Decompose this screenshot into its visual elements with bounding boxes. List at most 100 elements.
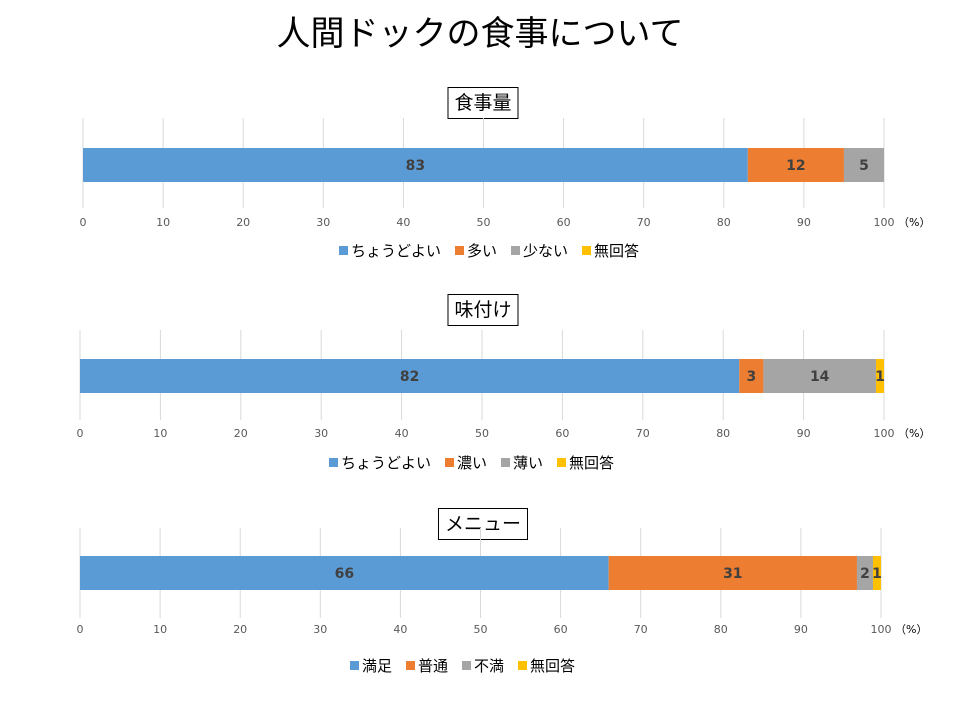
bar-segment-menu-2 [856, 556, 873, 590]
tick-label: 80 [716, 427, 730, 440]
tick-label: 30 [316, 216, 330, 229]
data-label: 1 [872, 566, 882, 582]
legend-meal-amount: ちょうどよい 多い 少ない 無回答 [339, 240, 639, 261]
tick-label: 10 [153, 623, 167, 636]
legend-swatch [462, 661, 472, 670]
bar-segment-seasoning-0 [80, 359, 740, 393]
legend-item: 無回答 [557, 452, 614, 473]
tick-label: 0 [77, 623, 84, 636]
legend-item: ちょうどよい [329, 452, 431, 473]
bar-segment-menu-0 [80, 556, 609, 590]
legend-item: 無回答 [582, 240, 639, 261]
data-label: 3 [746, 369, 756, 385]
bar-segment-menu-1 [608, 556, 857, 590]
tick-label: 10 [153, 427, 167, 440]
tick-label: 70 [636, 427, 650, 440]
main-title: 人間ドックの食事について [276, 14, 684, 54]
legend-item: 不満 [462, 655, 504, 676]
tick-label: 80 [714, 623, 728, 636]
legend-menu: 満足 普通 不満 無回答 [350, 655, 575, 676]
tick-label: 30 [314, 427, 328, 440]
legend-swatch [518, 661, 528, 670]
legend-label: 薄い [513, 454, 544, 472]
tick-label: 100 [874, 427, 895, 440]
data-label: 66 [335, 566, 354, 582]
legend-label: 無回答 [594, 242, 640, 260]
bar-segment-menu-3 [872, 556, 881, 590]
tick-label: 60 [554, 623, 568, 636]
legend-label: ちょうどよい [341, 454, 432, 472]
legend-swatch [406, 661, 416, 670]
legend-label: 多い [467, 242, 498, 260]
legend-item: 普通 [406, 655, 448, 676]
tick-label: 10 [156, 216, 170, 229]
axis-unit-label: （%） [895, 623, 927, 636]
bar-segment-meal-amount-1 [747, 148, 844, 182]
legend-label: ちょうどよい [351, 242, 442, 260]
chart-seasoning: 0 10 20 30 40 50 60 70 80 90 100 （%） 82 3 14 1 [77, 330, 930, 440]
tick-label: 100 [874, 216, 895, 229]
legend-item: 薄い [501, 452, 543, 473]
chart-title-meal-amount: 食事量 [447, 87, 519, 119]
data-label: 31 [723, 566, 742, 582]
legend-swatch [511, 246, 521, 255]
data-label: 1 [875, 369, 885, 385]
tick-label: 40 [393, 623, 407, 636]
chart-menu: 0 10 20 30 40 50 60 70 80 90 100 （%） 66 31 2 1 [77, 528, 927, 636]
legend-item: 満足 [350, 655, 392, 676]
data-label: 5 [859, 158, 869, 174]
axis-unit-label: （%） [898, 216, 930, 229]
legend-item: 少ない [511, 240, 568, 261]
tick-label: 80 [717, 216, 731, 229]
legend-label: 満足 [362, 657, 393, 675]
chart-title-seasoning: 味付け [447, 294, 519, 326]
data-label: 82 [400, 369, 419, 385]
data-label: 83 [406, 158, 425, 174]
bar-segment-meal-amount-0 [83, 148, 748, 182]
bar-segment-seasoning-3 [875, 359, 884, 393]
chart-title-menu: メニュー [437, 508, 529, 540]
tick-label: 0 [80, 216, 87, 229]
tick-label: 40 [396, 216, 410, 229]
tick-label: 20 [234, 427, 248, 440]
data-label: 2 [860, 566, 870, 582]
legend-item: 無回答 [518, 655, 575, 676]
legend-item: 濃い [445, 452, 487, 473]
legend-label: 普通 [418, 657, 449, 675]
data-label: 12 [786, 158, 805, 174]
tick-label: 0 [77, 427, 84, 440]
bar-segment-meal-amount-2 [843, 148, 884, 182]
legend-label: 少ない [523, 242, 569, 260]
tick-label: 100 [871, 623, 892, 636]
legend-label: 濃い [457, 454, 488, 472]
tick-label: 60 [555, 427, 569, 440]
chart-meal-amount: 0 10 20 30 40 50 60 70 80 90 100 （%） 83 12 5 [80, 118, 930, 229]
bar-segment-seasoning-2 [763, 359, 876, 393]
legend-label: 無回答 [569, 454, 615, 472]
tick-label: 50 [474, 623, 488, 636]
tick-label: 30 [313, 623, 327, 636]
legend-swatch [339, 246, 348, 255]
bar-segment-seasoning-1 [739, 359, 764, 393]
tick-label: 50 [477, 216, 491, 229]
legend-label: 不満 [474, 657, 505, 675]
legend-swatch [445, 458, 455, 467]
legend-seasoning: ちょうどよい 濃い 薄い 無回答 [329, 452, 614, 473]
axis-unit-label: （%） [898, 427, 930, 440]
legend-swatch [329, 458, 338, 467]
legend-swatch [455, 246, 465, 255]
legend-label: 無回答 [530, 657, 576, 675]
tick-label: 90 [797, 216, 811, 229]
tick-label: 90 [794, 623, 808, 636]
legend-swatch [582, 246, 592, 255]
tick-label: 40 [395, 427, 409, 440]
tick-label: 60 [557, 216, 571, 229]
tick-label: 20 [236, 216, 250, 229]
tick-label: 70 [634, 623, 648, 636]
tick-label: 50 [475, 427, 489, 440]
legend-item: 多い [455, 240, 497, 261]
data-label: 14 [810, 369, 830, 385]
tick-label: 70 [637, 216, 651, 229]
legend-swatch [501, 458, 511, 467]
tick-label: 20 [233, 623, 247, 636]
